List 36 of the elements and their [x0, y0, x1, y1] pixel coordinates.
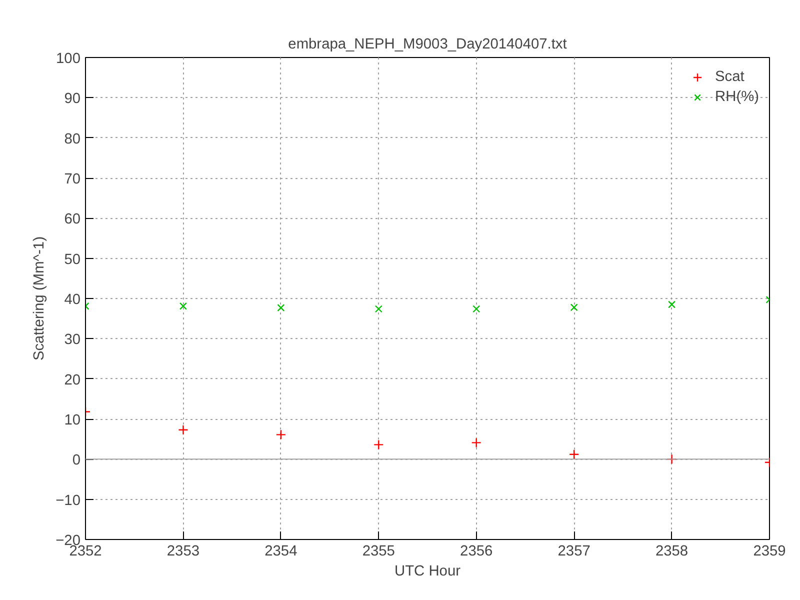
y-tick-label: 0: [72, 452, 81, 469]
x-tick-label: 2359: [753, 544, 786, 560]
point: [277, 304, 285, 312]
x-tick-label: 2355: [362, 544, 395, 560]
chart-title: embrapa_NEPH_M9003_Day20140407.txt: [288, 36, 567, 52]
y-tick-label: 70: [64, 172, 81, 188]
y-tick-label: 50: [64, 252, 81, 268]
y-tick-label: 40: [64, 292, 81, 308]
y-tick-label: −10: [56, 492, 81, 509]
point: [178, 424, 188, 435]
point: [374, 305, 382, 313]
y-tick-label: 30: [64, 332, 81, 348]
x-tick-label: 2357: [558, 544, 590, 560]
point: [471, 438, 482, 448]
legend-label: Scat: [715, 69, 744, 85]
point: [374, 440, 384, 450]
y-tick-label: 10: [64, 412, 81, 428]
y-tick-label: 60: [64, 212, 81, 228]
x-axis-title: UTC Hour: [394, 564, 461, 580]
x-tick-label: 2354: [264, 544, 298, 560]
y-axis-title: Scattering (Mm^-1): [32, 236, 48, 361]
y-tick-label: 20: [64, 372, 81, 388]
point: [472, 305, 480, 313]
point: [668, 300, 676, 308]
point: [179, 302, 187, 310]
point: [568, 449, 580, 460]
y-tick-label: 90: [64, 91, 81, 108]
y-tick-label: 100: [56, 51, 81, 67]
y-tick-label: 80: [64, 131, 81, 148]
legend-label: RH(%): [715, 89, 759, 105]
point: [666, 454, 677, 464]
x-tick-label: 2353: [166, 544, 200, 560]
point: [276, 430, 286, 440]
x-tick-label: 2356: [460, 544, 493, 560]
x-tick-label: 2358: [655, 544, 688, 560]
point: [570, 304, 578, 312]
